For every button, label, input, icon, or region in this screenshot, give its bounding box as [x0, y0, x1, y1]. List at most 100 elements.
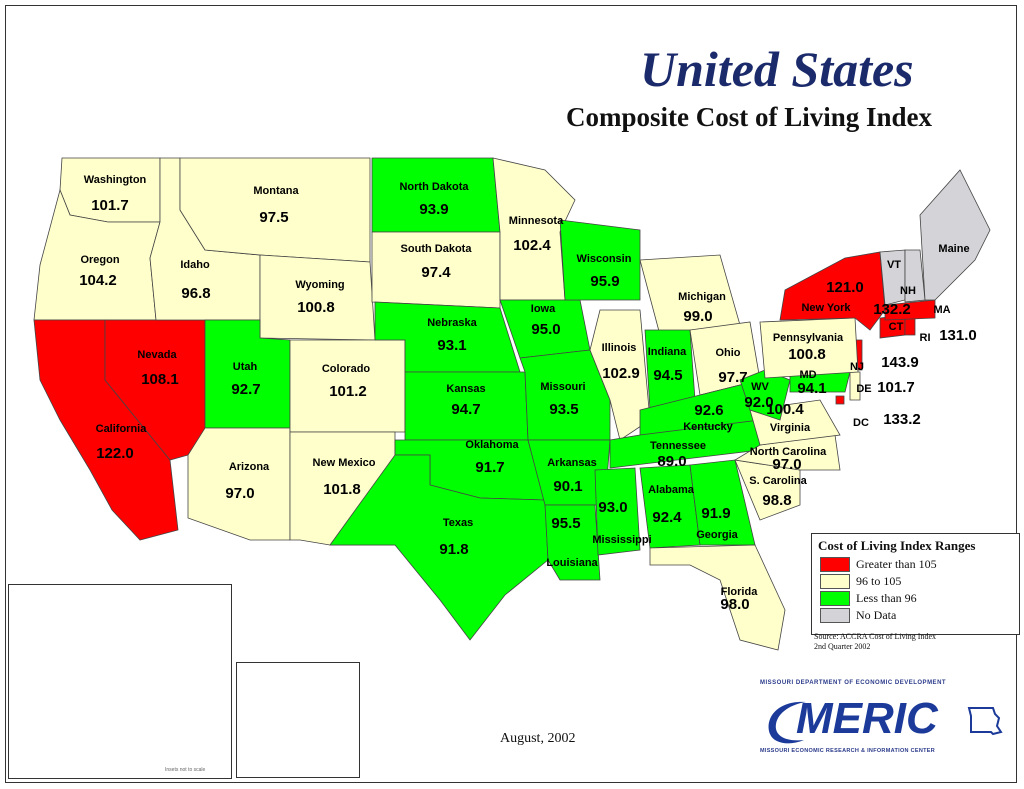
state-name-alabama: Alabama — [648, 484, 695, 496]
legend-swatch-green — [820, 591, 850, 606]
state-name-md: MD — [799, 369, 816, 381]
state-name-illinois: Illinois — [602, 342, 637, 354]
state-name-kentucky: Kentucky — [683, 421, 733, 433]
state-shape-florida — [649, 544, 786, 651]
state-shape-north-dakota — [371, 157, 501, 233]
state-value-minnesota: 102.4 — [513, 237, 551, 254]
state-value-alabama: 92.4 — [652, 509, 682, 526]
state-value-new-mexico: 101.8 — [323, 481, 361, 498]
state-shape-ma — [884, 299, 936, 321]
state-value-north-dakota: 93.9 — [419, 201, 448, 218]
state-name-louisiana: Louisiana — [546, 557, 598, 569]
state-value-wisconsin: 95.9 — [590, 273, 619, 290]
state-name-north-dakota: North Dakota — [399, 181, 469, 193]
state-name-nebraska: Nebraska — [427, 317, 477, 329]
state-name-dc: DC — [853, 417, 869, 429]
state-value-kentucky: 92.6 — [694, 402, 723, 419]
state-name-washington: Washington — [84, 174, 147, 186]
state-name-wyoming: Wyoming — [295, 279, 344, 291]
state-name-missouri: Missouri — [540, 381, 585, 393]
legend-item-mid: 96 to 105 — [812, 573, 1019, 590]
state-value-iowa: 95.0 — [531, 321, 560, 338]
map-subtitle: Composite Cost of Living Index — [566, 102, 933, 132]
state-shape-maine — [919, 169, 991, 301]
meric-logo: MISSOURI DEPARTMENT OF ECONOMIC DEVELOPM… — [760, 680, 1010, 760]
state-value-md: 94.1 — [797, 380, 826, 397]
state-value-pennsylvania: 100.8 — [788, 346, 826, 363]
date-label: August, 2002 — [500, 731, 576, 746]
source-line: Source: ACCRA Cost of Living Index — [814, 632, 936, 641]
state-value-virginia: 100.4 — [766, 401, 804, 418]
state-value-idaho: 96.8 — [181, 285, 210, 302]
state-value-colorado: 101.2 — [329, 383, 367, 400]
state-value-tennessee: 89.0 — [657, 453, 686, 470]
legend-label: 96 to 105 — [856, 574, 902, 588]
state-shape-ri — [904, 317, 916, 336]
legend-item-less: Less than 96 — [812, 590, 1019, 607]
state-value-georgia: 91.9 — [701, 505, 730, 522]
logo-word: MERIC — [796, 694, 938, 743]
legend-swatch-cream — [820, 574, 850, 589]
source-note: Source: ACCRA Cost of Living Index 2nd Q… — [814, 632, 936, 652]
state-name-tennessee: Tennessee — [650, 440, 706, 452]
state-shape-texas — [329, 454, 549, 641]
state-name-texas: Texas — [443, 517, 473, 529]
state-value-new-york: 121.0 — [826, 279, 864, 296]
state-name-ct: CT — [889, 321, 904, 333]
map-title: United States — [640, 41, 914, 97]
state-value-montana: 97.5 — [259, 209, 288, 226]
state-name-nh: NH — [900, 285, 916, 297]
state-name-idaho: Idaho — [180, 259, 210, 271]
state-shape-wv — [739, 369, 791, 421]
state-name-wisconsin: Wisconsin — [577, 253, 632, 265]
state-value-wv: 92.0 — [744, 394, 773, 411]
state-name-arizona: Arizona — [229, 461, 270, 473]
state-shape-louisiana — [544, 504, 601, 581]
state-shape-mississippi — [594, 467, 641, 556]
state-name-colorado: Colorado — [322, 363, 371, 375]
legend-title: Cost of Living Index Ranges — [818, 538, 976, 553]
state-value-s-carolina: 98.8 — [762, 492, 791, 509]
state-value-missouri: 93.5 — [549, 401, 578, 418]
state-value-california: 122.0 — [96, 445, 134, 462]
state-value-nebraska: 93.1 — [437, 337, 466, 354]
legend-item-greater: Greater than 105 — [812, 556, 1019, 573]
state-shape-arizona — [187, 427, 291, 541]
state-value-kansas: 94.7 — [451, 401, 480, 418]
inset-note: Insets not to scale — [165, 767, 206, 773]
state-value-arkansas: 90.1 — [553, 478, 582, 495]
state-name-oklahoma: Oklahoma — [465, 439, 519, 451]
state-shape-dc — [835, 395, 845, 405]
state-value-louisiana: 95.5 — [551, 515, 580, 532]
state-name-indiana: Indiana — [648, 346, 687, 358]
state-name-wv: WV — [751, 381, 769, 393]
state-name-california: California — [96, 423, 148, 435]
state-name-montana: Montana — [253, 185, 299, 197]
state-value-florida: 98.0 — [720, 596, 749, 613]
state-value-washington: 101.7 — [91, 197, 129, 214]
state-name-virginia: Virginia — [770, 422, 811, 434]
state-value-ohio: 97.7 — [718, 369, 747, 386]
state-name-nj: NJ — [850, 361, 864, 373]
state-value-utah: 92.7 — [231, 381, 260, 398]
state-name-ri: RI — [920, 332, 931, 344]
state-name-georgia: Georgia — [696, 529, 738, 541]
state-value-indiana: 94.5 — [653, 367, 682, 384]
state-name-vt: VT — [887, 259, 901, 271]
state-value-north-carolina: 97.0 — [772, 456, 801, 473]
legend-swatch-gray — [820, 608, 850, 623]
state-name-arkansas: Arkansas — [547, 457, 597, 469]
state-value-de: 101.7 — [877, 379, 915, 396]
hawaii-inset — [236, 662, 360, 778]
state-name-nevada: Nevada — [137, 349, 177, 361]
state-name-de: DE — [856, 383, 871, 395]
alaska-inset — [8, 584, 232, 779]
state-shape-wyoming — [259, 254, 376, 341]
state-value-michigan: 99.0 — [683, 308, 712, 325]
missouri-icon — [967, 707, 1003, 736]
state-name-north-carolina: North Carolina — [750, 446, 827, 458]
state-name-south-dakota: South Dakota — [401, 243, 473, 255]
state-name-michigan: Michigan — [678, 291, 726, 303]
state-value-ct: 132.2 — [873, 301, 911, 318]
state-value-illinois: 102.9 — [602, 365, 640, 382]
